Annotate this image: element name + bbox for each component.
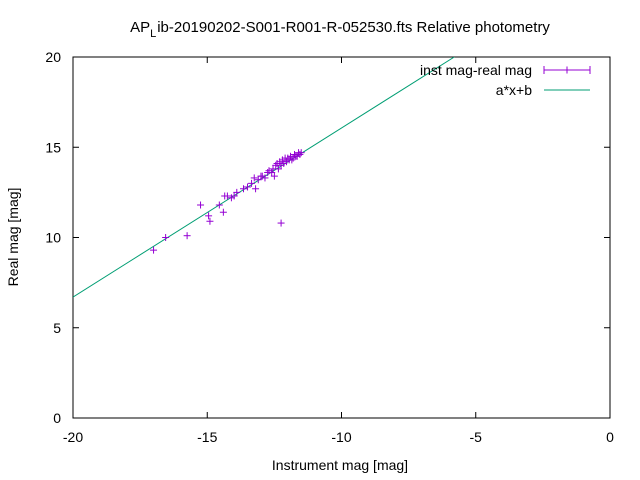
data-point (162, 234, 170, 241)
data-point (296, 150, 304, 158)
data-point (277, 219, 285, 227)
data-point (206, 217, 214, 225)
y-tick-label: 10 (45, 230, 61, 246)
data-point (183, 232, 191, 240)
chart-title-sub: L (150, 28, 156, 40)
data-point (230, 192, 238, 200)
axis-ticks: -20 -15 -10 -5 0 0 5 10 15 20 (45, 49, 614, 445)
data-point (268, 169, 276, 177)
legend: inst mag-real mag a*x+b (420, 62, 591, 98)
data-point (223, 192, 231, 200)
chart-title-rest: ib-20190202-S001-R001-R-052530.fts Relat… (157, 19, 550, 36)
legend-sample-points (543, 66, 591, 74)
x-tick-label: 0 (606, 429, 614, 445)
x-tick-label: -5 (470, 429, 483, 445)
data-point (197, 201, 205, 209)
data-point (219, 208, 227, 216)
data-point (274, 165, 282, 173)
legend-label-fit: a*x+b (496, 82, 532, 98)
x-tick-label: -15 (197, 429, 217, 445)
data-point (270, 172, 278, 180)
chart-title-main: AP (130, 19, 150, 36)
data-point (252, 185, 260, 193)
data-point (254, 176, 262, 184)
y-tick-label: 0 (53, 410, 61, 426)
y-axis-label: Real mag [mag] (5, 188, 21, 287)
fit-line (73, 57, 455, 298)
y-tick-label: 5 (53, 320, 61, 336)
x-tick-label: -20 (63, 429, 83, 445)
data-point (297, 149, 305, 157)
y-tick-label: 20 (45, 49, 61, 65)
plot-frame (72, 56, 611, 419)
x-axis-label: Instrument mag [mag] (272, 457, 408, 473)
data-point (244, 183, 252, 191)
data-point (150, 246, 158, 254)
fit-line-layer (73, 57, 455, 298)
x-tick-label: -10 (331, 429, 351, 445)
data-point (248, 179, 256, 187)
y-tick-label: 15 (45, 139, 61, 155)
data-point (215, 201, 223, 209)
chart-title: APLib-20190202-S001-R001-R-052530.fts Re… (130, 19, 550, 40)
data-point (239, 185, 247, 193)
data-point (250, 174, 258, 182)
data-point (261, 174, 269, 182)
points-layer (150, 149, 305, 254)
data-point (233, 188, 241, 196)
data-point (288, 156, 296, 164)
data-point (205, 212, 213, 220)
legend-label-points: inst mag-real mag (420, 62, 532, 78)
